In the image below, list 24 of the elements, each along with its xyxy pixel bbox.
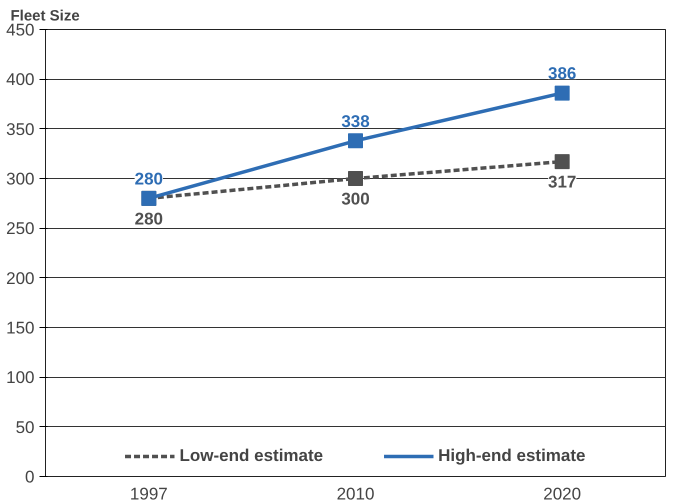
data-label: 386 [548,64,576,84]
y-tick-label: 300 [6,170,35,188]
data-label: 338 [341,112,370,131]
y-tick-label: 0 [25,468,35,486]
data-label: 280 [134,169,164,188]
data-label: 300 [341,190,370,208]
point [348,133,363,148]
legend-label: Low-end estimate [180,446,324,466]
data-label: 280 [134,209,164,228]
point [554,154,570,170]
point [348,171,363,186]
y-tick-label: 100 [6,368,35,388]
y-tick-label: 250 [6,219,35,238]
x-tick-label: 2020 [543,484,582,502]
y-tick-label: 350 [6,120,35,139]
legend-label: High-end estimate [438,446,586,466]
point [554,86,570,101]
y-tick-label: 200 [6,268,35,288]
y-tick-label: 150 [6,318,35,338]
x-tick-label: 1997 [130,484,168,502]
y-tick-label: 50 [16,418,35,437]
x-tick-label: 2010 [336,484,374,502]
data-label: 317 [548,172,576,192]
y-tick-label: 400 [6,70,35,90]
